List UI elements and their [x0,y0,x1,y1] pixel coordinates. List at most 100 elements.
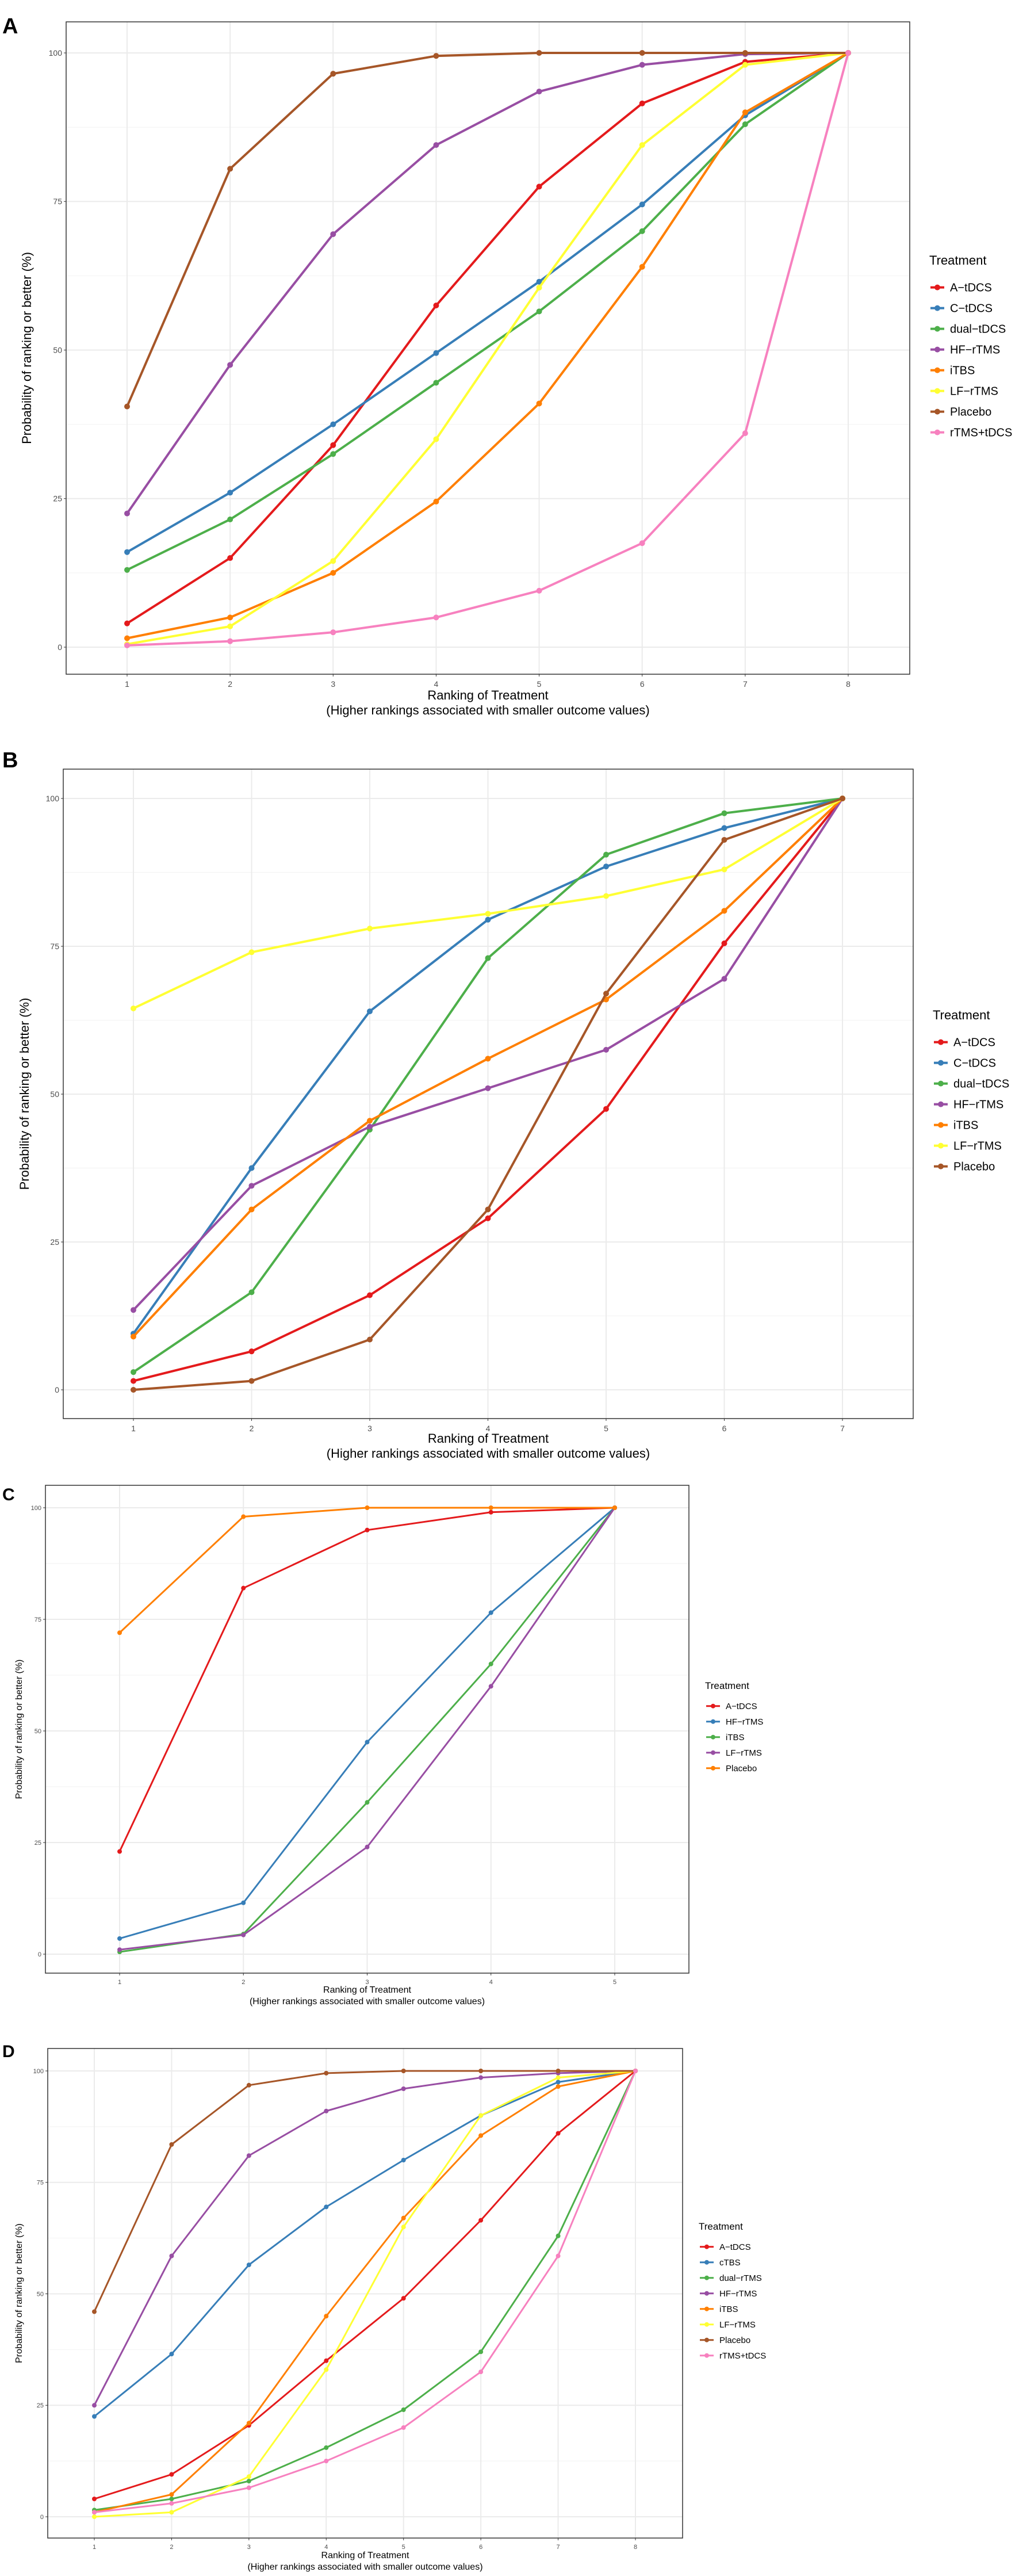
panel-d: D 0 25 50 75 100 1 2 3 4 5 6 7 8 Ranking of Treatment (… [2,2042,766,2572]
data-point [124,567,130,573]
data-point [721,825,727,831]
data-point [330,421,336,427]
panel-a: A 0 25 50 75 100 1 2 3 4 5 6 7 8 Ranking of Treatment(… [2,14,1012,717]
legend-label: A−tDCS [950,282,992,295]
data-point [117,1947,122,1952]
data-point [721,866,727,873]
panel-b: B 0 25 50 75 100 1 2 3 4 5 6 7 Ranking of Treatment(H… [2,748,1009,1461]
legend-title: Treatment [705,1680,749,1691]
data-point [556,2131,561,2136]
data-point [330,442,336,448]
legend-key-point [711,1765,715,1771]
data-point [169,2472,174,2477]
legend-item: Placebo [700,2336,750,2345]
legend-label: dual−tDCS [953,1078,1009,1091]
data-point [131,1307,136,1313]
legend-label: HF−rTMS [950,344,1000,357]
legend-key-point [704,2260,709,2265]
legend-key-point [704,2322,709,2327]
data-point [227,166,233,172]
legend-item: iTBS [700,2304,738,2314]
x-tick-label: 5 [613,1979,616,1986]
series-placebo [117,1505,617,1635]
data-point [639,142,645,148]
data-point [124,642,130,648]
data-point [603,893,609,899]
data-point [131,1378,136,1384]
legend-key-point [711,1703,715,1709]
data-point [603,851,609,858]
legend-title: Treatment [933,1008,990,1022]
series-line [127,52,849,640]
legend-item: dual−rTMS [700,2273,762,2283]
x-axis-subtitle: (Higher rankings associated with smaller… [326,703,649,717]
x-tick-label: 1 [118,1979,121,1986]
data-point [485,955,491,961]
data-point [324,2367,329,2372]
data-point [401,2425,406,2430]
legend-label: A−tDCS [726,1702,757,1711]
legend-key-point [938,1122,944,1128]
data-point [401,2225,406,2230]
x-tick-label: 5 [402,2544,405,2551]
x-tick-label: 6 [479,2544,482,2551]
series-line [127,52,849,553]
y-tick-label: 50 [37,2291,44,2298]
panel-letter: C [2,1485,15,1504]
x-tick-label: 1 [93,2544,96,2551]
data-point [536,587,542,594]
data-point [478,2369,484,2375]
data-point [485,1206,491,1213]
data-point [131,1387,136,1393]
legend-key-point [934,408,940,415]
data-point [639,62,645,68]
legend-key-point [704,2275,709,2280]
data-point [603,863,609,870]
data-point [131,1369,136,1375]
y-tick-label: 50 [50,1090,59,1099]
data-point [401,2407,406,2412]
data-point [485,916,491,923]
series-lf-rtms [92,2069,638,2519]
x-axis-title: Ranking of Treatment [427,688,548,702]
legend-key-point [934,326,940,332]
data-point [169,2142,174,2147]
x-tick-label: 1 [131,1424,136,1433]
y-tick-label: 25 [37,2402,44,2409]
data-point [248,1348,255,1355]
data-point [367,1118,373,1124]
y-tick-label: 0 [58,643,62,652]
data-point [241,1585,246,1591]
legend-item: HF−rTMS [706,1717,763,1727]
data-point [92,2514,97,2519]
series-hf-rtms [92,2069,638,2408]
legend-key-point [711,1750,715,1755]
legend-key-point [938,1163,944,1169]
data-point [124,635,130,641]
legend-label: LF−rTMS [950,385,998,398]
data-point [742,109,748,116]
series-line [94,2070,636,2500]
data-point [124,549,130,555]
data-point [536,285,542,291]
y-tick-label: 0 [40,2514,44,2521]
legend-label: LF−rTMS [953,1140,1002,1153]
legend-item: HF−rTMS [930,344,1000,357]
data-point [433,436,439,442]
data-point [721,940,727,946]
data-point [227,516,233,522]
data-point [488,1509,493,1515]
data-point [324,2358,329,2363]
data-point [488,1610,493,1615]
legend-label: dual−tDCS [950,323,1006,336]
data-point [169,2497,174,2501]
series-line [94,2070,636,2417]
x-axis-subtitle: (Higher rankings associated with smaller… [327,1446,650,1461]
legend-item: LF−rTMS [700,2320,756,2330]
data-point [92,2309,97,2314]
legend-label: C−tDCS [953,1057,996,1070]
legend-label: HF−rTMS [953,1099,1003,1111]
x-tick-label: 8 [634,2544,637,2551]
data-point [478,2218,484,2223]
data-point [401,2215,406,2220]
